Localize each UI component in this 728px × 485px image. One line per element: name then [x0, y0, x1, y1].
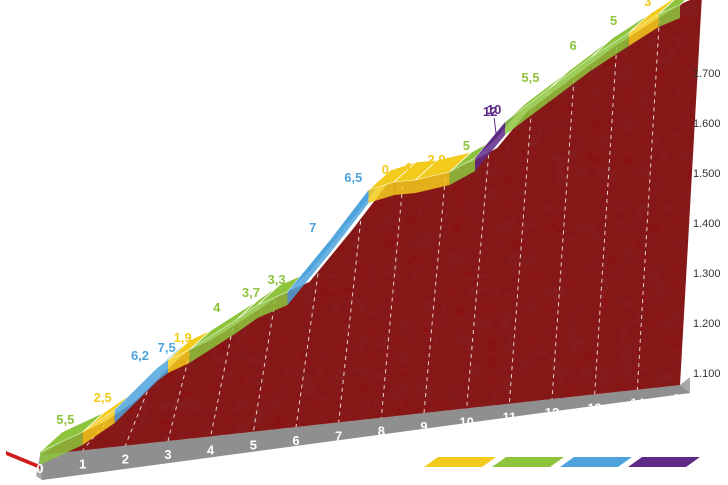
- km-gridline: [423, 169, 447, 414]
- gradient-band-front-1: [82, 410, 115, 445]
- gradient-label: 2,9: [427, 152, 445, 167]
- y-tick-label: 1.600: [693, 118, 721, 130]
- gradient-label: 6: [569, 38, 576, 53]
- gradient-band-front-4: [168, 350, 190, 373]
- gradient-band-front-5: [189, 320, 237, 363]
- gradient-label: 2,5: [94, 390, 112, 405]
- base-strip-front: [40, 385, 690, 480]
- terrain-texture: [40, 0, 702, 455]
- y-tick-label: 1.200: [693, 318, 721, 330]
- x-tick-label: 8: [378, 424, 385, 439]
- gradient-label: 5,5: [56, 412, 74, 427]
- gradient-labels: 5,5 2,5 6,2 7,51,9 4 3,7 3,3 7 6,5 0 1 2,9 5 10 5,5 6 5 3…: [56, 0, 651, 427]
- gradient-label: 3,7: [242, 285, 260, 300]
- legend-swatch-blue: [560, 457, 632, 467]
- gradient-band-front-14: [475, 122, 506, 171]
- gradient-label: 10: [487, 102, 501, 117]
- km-gridline: [295, 273, 319, 428]
- x-tick-label: 1: [79, 456, 86, 471]
- x-tick-label: 7: [335, 428, 342, 443]
- gradient-label: 7,5: [158, 340, 176, 355]
- gradient-band-front-13: [449, 158, 476, 185]
- gradient-label: 7: [309, 220, 316, 235]
- legend-swatch-purple: [628, 457, 700, 467]
- km-gridline: [210, 328, 234, 437]
- km-gridline: [508, 110, 532, 404]
- gradient-band-front-0: [40, 432, 83, 465]
- gradient-band-front-18: [628, 14, 659, 46]
- gradient-label: 6,5: [344, 170, 362, 185]
- x-tick-label: 0: [36, 461, 43, 476]
- x-tick-label: 14: [630, 396, 645, 411]
- km-gridline: [466, 154, 490, 409]
- y-tick-label: 1.500: [693, 168, 721, 180]
- x-tick-label: 5: [250, 438, 257, 453]
- x-axis-tick-labels: 0 1 2 3 4 5 6 7 8 9 10 11 12 13 14 15: [36, 391, 687, 476]
- gradient-band-front-12: [415, 172, 450, 193]
- gradient-band-front-6: [236, 305, 258, 333]
- x-tick-label: 10: [459, 414, 473, 429]
- gradient-band-front-11: [394, 180, 416, 195]
- y-tick-label: 1.700: [693, 68, 721, 80]
- gradient-band-front-10: [368, 182, 395, 203]
- gradient-label: 1: [405, 160, 412, 175]
- y-tick-label: 1.300: [693, 268, 721, 280]
- y-tick-label: 1.100: [693, 368, 721, 380]
- gradient-label: 5,5: [521, 70, 539, 85]
- km-gridline: [124, 391, 148, 446]
- x-tick-label: 3: [164, 447, 171, 462]
- x-tick-label: 12: [545, 405, 559, 420]
- x-tick-label: 6: [292, 433, 299, 448]
- km-gridline: [252, 299, 276, 432]
- x-tick-label: 13: [587, 400, 601, 415]
- gradient-label: 6,2: [131, 348, 149, 363]
- y-axis-tick-labels: 1.100 1.200 1.300 1.400 1.500 1.600 1.700: [693, 68, 721, 380]
- legend-swatch-green: [492, 457, 564, 467]
- gradient-band-front-2: [114, 368, 158, 423]
- x-tick-label: 2: [122, 452, 129, 467]
- gradient-bands: [39, 0, 687, 465]
- y-tick-label: 1.400: [693, 218, 721, 230]
- gradient-band-front-17: [590, 33, 629, 71]
- km-gridline: [380, 177, 404, 418]
- legend-swatch-yellow: [424, 457, 496, 467]
- base-strip: [6, 377, 690, 480]
- annotations: 12: [483, 104, 497, 135]
- km-gridline: [551, 78, 575, 400]
- km-gridline: [594, 47, 618, 395]
- annotation-12: 12: [483, 104, 497, 119]
- gradient-band-front-19: [658, 5, 680, 27]
- km-gridline: [636, 19, 660, 390]
- gradient-label: 0: [382, 162, 389, 177]
- x-tick-label: 15: [673, 391, 687, 406]
- annotation-pointer: [493, 117, 497, 135]
- gradient-label: 3,3: [267, 272, 285, 287]
- gradient-band-front-7: [257, 292, 288, 318]
- gradient-label: 1,9: [174, 330, 192, 345]
- gradient-band-front-9: [330, 190, 369, 253]
- gradient-band-front-8: [287, 240, 331, 305]
- terrain-area: [40, 0, 702, 455]
- start-marker: [6, 451, 40, 469]
- x-tick-label: 9: [420, 419, 427, 434]
- gradient-label: 5: [463, 138, 470, 153]
- gradient-label: 4: [213, 300, 221, 315]
- gradient-label: 3: [644, 0, 651, 9]
- gradient-band-front-15: [505, 90, 548, 135]
- x-tick-label: 4: [207, 442, 215, 457]
- gradient-band-front-16: [547, 58, 591, 103]
- gradient-label: 5: [610, 13, 617, 28]
- legend: [424, 457, 700, 467]
- gradient-band-front-3: [157, 360, 168, 381]
- x-tick-label: 11: [502, 410, 516, 425]
- km-gridline: [338, 220, 362, 423]
